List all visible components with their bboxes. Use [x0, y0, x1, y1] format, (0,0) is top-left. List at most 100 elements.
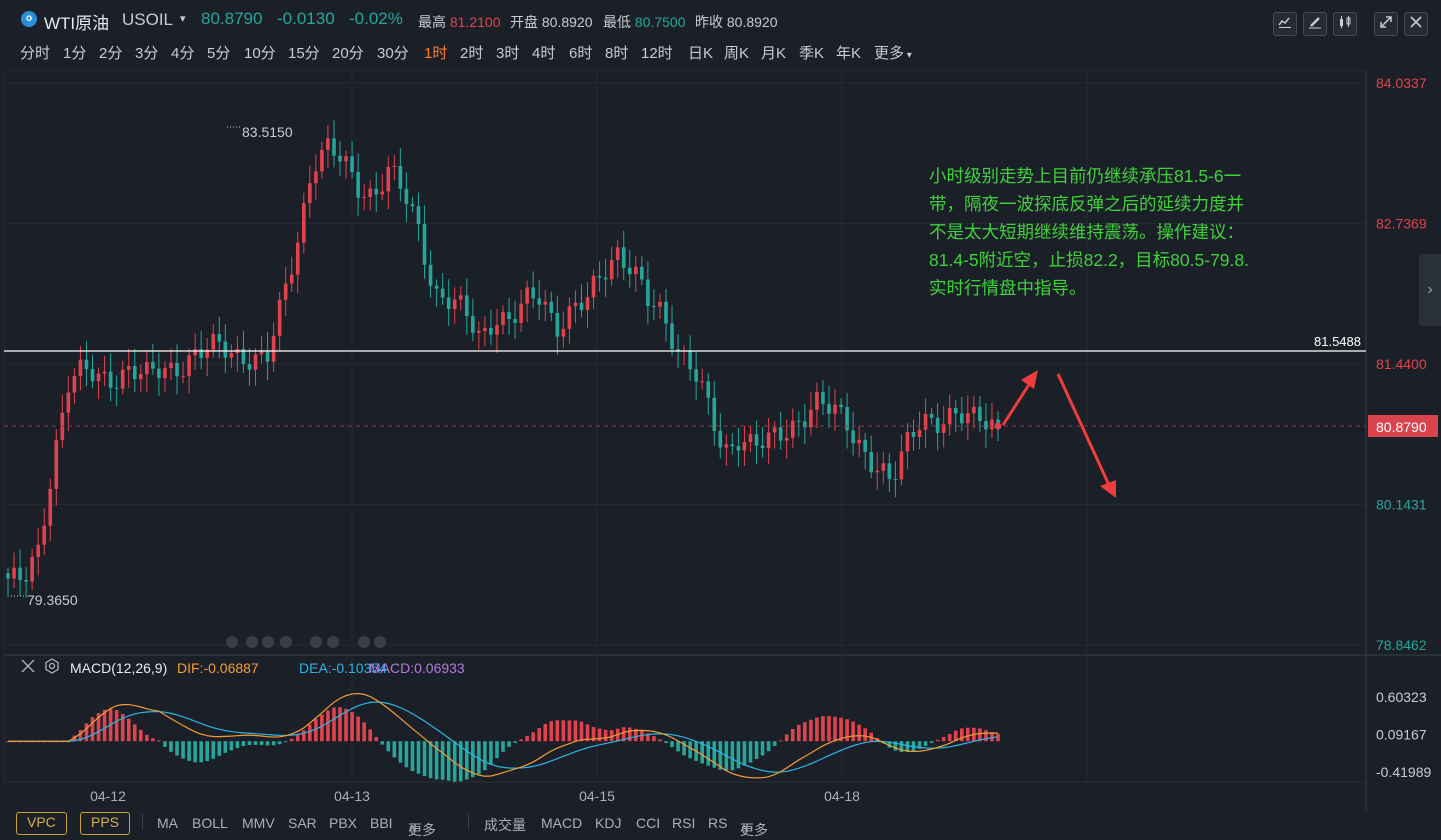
candle-body [283, 283, 288, 300]
indicator-sar[interactable]: SAR [288, 815, 317, 831]
macd-histogram-bar [386, 741, 391, 752]
interval-19[interactable]: 月K [761, 45, 787, 62]
interval-7[interactable]: 15分 [288, 45, 320, 62]
interval-18[interactable]: 周K [724, 45, 750, 62]
interval-14[interactable]: 6时 [569, 45, 593, 62]
candle-body [54, 440, 59, 489]
indicator-ma[interactable]: MA [157, 815, 178, 831]
macd-histogram-bar [96, 713, 101, 742]
candle-body [905, 432, 910, 452]
candle-body [513, 318, 517, 323]
interval-17[interactable]: 日K [688, 45, 714, 62]
candle-body [398, 165, 403, 189]
indicator-volume[interactable]: 成交量 [484, 817, 526, 833]
interval-11[interactable]: 2时 [460, 45, 484, 62]
pps-button[interactable]: PPS [80, 812, 131, 835]
chevron-up-icon: ˄ [408, 820, 417, 836]
instrument-symbol[interactable]: USOIL [122, 10, 174, 29]
indicator-mmv[interactable]: MMV [242, 815, 275, 831]
interval-12[interactable]: 3时 [496, 45, 520, 62]
macd-histogram-bar [368, 729, 372, 742]
macd-dif-line [8, 692, 999, 779]
candle-body [966, 413, 970, 424]
candle-body [368, 188, 372, 197]
interval-1[interactable]: 1分 [63, 45, 87, 62]
interval-10[interactable]: 1时 [424, 45, 448, 62]
macd-histogram-bar [229, 741, 234, 751]
macd-histogram-bar [923, 741, 928, 747]
price-change: -0.0130 [277, 9, 335, 28]
candle-body [66, 392, 71, 413]
candle-body [990, 419, 994, 430]
macd-histogram-bar [839, 717, 843, 742]
candle-body [543, 301, 548, 305]
macd-histogram-bar [102, 709, 107, 742]
macd-histogram-bar [809, 719, 813, 742]
instrument-name[interactable]: WTI原油 [44, 14, 110, 33]
close-indicator-icon[interactable] [20, 658, 36, 677]
symbol-dropdown-icon[interactable]: ▾ [180, 13, 186, 25]
candle-body [483, 327, 487, 331]
macd-histogram-bar [658, 739, 662, 742]
candle-body [754, 434, 759, 446]
macd-histogram-bar [132, 724, 137, 742]
price-chart[interactable]: 84.0337 82.7369 81.4400 80.1431 78.8462 81.54… [0, 70, 1441, 810]
candle-body [301, 203, 306, 243]
indicator-boll[interactable]: BOLL [192, 815, 228, 831]
interval-5[interactable]: 5分 [207, 45, 231, 62]
macd-histogram-bar [464, 741, 469, 780]
candle-body [935, 417, 940, 433]
interval-2[interactable]: 2分 [99, 45, 123, 62]
macd-histogram-bar [519, 739, 523, 742]
close-icon[interactable] [1404, 12, 1428, 36]
chevron-right-icon: › [1427, 281, 1433, 298]
macd-histogram-bar [597, 728, 602, 742]
macd-histogram-bar [893, 741, 898, 751]
candle-body [392, 165, 397, 167]
interval-8[interactable]: 20分 [332, 45, 364, 62]
indicator-cci[interactable]: CCI [636, 815, 661, 831]
pencil-icon[interactable] [1303, 12, 1327, 36]
settings-gear-icon[interactable] [44, 658, 60, 677]
indicator-pbx[interactable]: PBX [329, 815, 358, 831]
interval-16[interactable]: 12时 [641, 45, 673, 62]
open-value: 80.8920 [541, 14, 593, 30]
candle-body [893, 478, 898, 480]
high-marker-label: 83.5150 [242, 124, 293, 140]
interval-20[interactable]: 季K [799, 45, 825, 62]
interval-13[interactable]: 4时 [532, 45, 556, 62]
candle-body [18, 567, 22, 581]
interval-0[interactable]: 分时 [20, 45, 51, 62]
candle-body [120, 369, 125, 389]
line-chart-icon[interactable] [1273, 12, 1297, 36]
note-line: 不是太大短期继续维持震荡。操作建议： [929, 222, 1244, 242]
indicator-rs[interactable]: RS [708, 815, 728, 831]
interval-6[interactable]: 10分 [244, 45, 276, 62]
high-label: 最高 [418, 14, 446, 30]
indicator-bbi[interactable]: BBI [370, 815, 393, 831]
interval-3[interactable]: 3分 [135, 45, 159, 62]
candle-body [591, 275, 596, 298]
macd-histogram-bar [567, 720, 572, 742]
macd-histogram-bar [821, 716, 825, 742]
candlestick-icon[interactable] [1333, 12, 1357, 36]
indicator-rsi[interactable]: RSI [672, 815, 696, 831]
macd-histogram-bar [627, 727, 632, 742]
indicator-kdj[interactable]: KDJ [595, 815, 622, 831]
macd-histogram-bar [790, 728, 795, 742]
vpc-button[interactable]: VPC [16, 812, 67, 835]
indicator-macd[interactable]: MACD [541, 815, 583, 831]
price-axis-label: 81.4400 [1376, 356, 1427, 372]
expand-icon[interactable] [1374, 12, 1398, 36]
interval-21[interactable]: 年K [836, 45, 862, 62]
current-price-tag [1368, 415, 1438, 437]
candle-body [356, 172, 360, 198]
side-panel-toggle[interactable]: › [1419, 254, 1441, 326]
interval-9[interactable]: 30分 [377, 45, 409, 62]
candle-body [815, 391, 819, 410]
interval-15[interactable]: 8时 [605, 45, 629, 62]
macd-histogram-bar [187, 741, 191, 761]
macd-histogram-bar [754, 741, 759, 760]
interval-4[interactable]: 4分 [171, 45, 195, 62]
interval-more[interactable]: 更多 ▾ [874, 42, 912, 63]
